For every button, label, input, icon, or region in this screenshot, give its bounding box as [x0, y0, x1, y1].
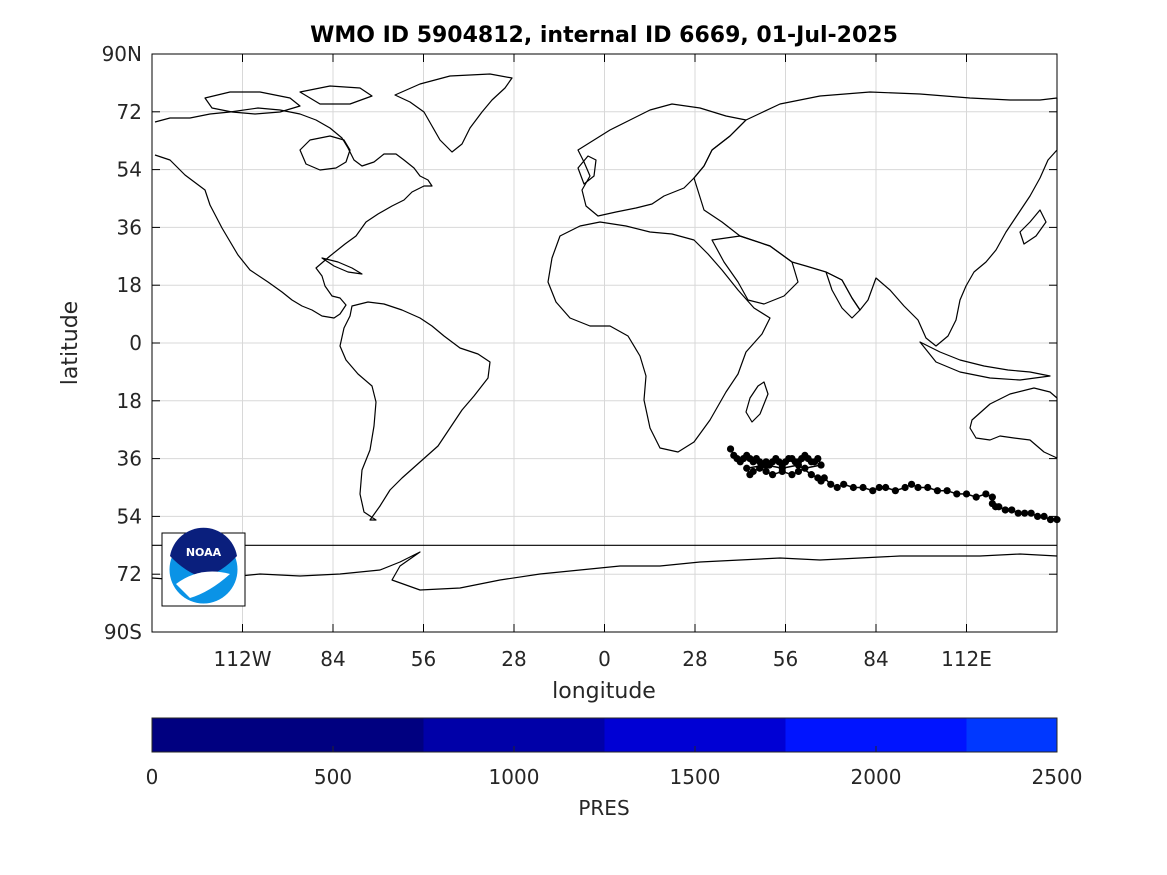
- indonesia-outline: [919, 341, 1051, 381]
- colorbar-tick-labels: 0 500 1000 1500 2000 2500: [146, 746, 1083, 789]
- north-america-outline: [154, 107, 433, 319]
- map-title: WMO ID 5904812, internal ID 6669, 01-Jul…: [310, 23, 898, 48]
- colorbar-tick-label: 2500: [1032, 765, 1083, 789]
- asia-outline: [693, 91, 1058, 347]
- y-tick-label: 72: [117, 100, 142, 124]
- y-tick-label: 18: [117, 389, 142, 413]
- x-tick-label: 0: [598, 647, 611, 671]
- uk-outline: [577, 155, 597, 185]
- colorbar-segments: [152, 718, 1057, 752]
- x-tick-label: 28: [682, 647, 707, 671]
- india-outline: [825, 271, 861, 319]
- float-track: [726, 445, 1061, 524]
- colorbar-frame: [151, 717, 1058, 753]
- x-tick-label: 84: [863, 647, 888, 671]
- grid-lines: [152, 53, 1057, 633]
- track-point: [762, 467, 770, 476]
- y-tick-label: 90S: [104, 620, 142, 644]
- x-tick-label: 84: [320, 647, 345, 671]
- y-tick-label: 90N: [102, 42, 142, 66]
- colorbar-tick-label: 2000: [851, 765, 902, 789]
- x-tick-labels: 112W 84 56 28 0 28 56 84 112E: [214, 54, 992, 671]
- x-tick-label: 112W: [214, 647, 272, 671]
- noaa-logo: NOAA: [161, 527, 246, 607]
- madagascar-outline: [745, 381, 769, 423]
- x-tick-label: 28: [501, 647, 526, 671]
- colorbar-segment: [152, 718, 424, 752]
- x-tick-label: 56: [773, 647, 798, 671]
- x-tick-label: 56: [411, 647, 436, 671]
- y-tick-label: 54: [117, 158, 142, 182]
- map-axes: NOAA 112W 84 56 28 0 28 56 84 112E 90N7254361801…: [102, 42, 1061, 671]
- noaa-logo-text: NOAA: [186, 546, 222, 559]
- africa-outline: [547, 221, 771, 453]
- japan-outline: [1019, 209, 1047, 245]
- colorbar-tick-label: 0: [146, 765, 159, 789]
- colorbar: 0 500 1000 1500 2000 2500 PRES: [146, 717, 1083, 820]
- y-tick-label: 72: [117, 562, 142, 586]
- colorbar-tick-label: 1000: [489, 765, 540, 789]
- track-point: [801, 464, 809, 472]
- colorbar-segment: [966, 718, 1057, 752]
- colorbar-tick-label: 500: [314, 765, 352, 789]
- x-tick-label: 112E: [941, 647, 992, 671]
- y-tick-label: 36: [117, 447, 142, 471]
- y-axis-label: latitude: [58, 301, 83, 385]
- greenland-outline: [394, 73, 513, 153]
- hudson-bay-outline: [299, 135, 351, 171]
- y-tick-label: 54: [117, 504, 142, 528]
- land-outlines: [151, 73, 1058, 591]
- x-axis-label: longitude: [552, 679, 656, 704]
- y-tick-labels: 90N 72 54 36 18 0 18 36 54 72 90S: [102, 42, 1057, 644]
- y-tick-label: 36: [117, 215, 142, 239]
- arctic-islands-outline: [204, 85, 373, 115]
- colorbar-tick-label: 1500: [670, 765, 721, 789]
- south-america-outline: [339, 301, 491, 521]
- cuba-outline: [321, 257, 363, 275]
- noaa-logo-wave: [176, 571, 230, 598]
- noaa-logo-dark-band: [170, 527, 237, 578]
- antarctica-outline: [151, 551, 1058, 591]
- australia-outline: [969, 387, 1058, 459]
- y-tick-label: 18: [117, 273, 142, 297]
- colorbar-label: PRES: [578, 796, 629, 820]
- y-tick-label: 0: [129, 331, 142, 355]
- track-point: [788, 471, 796, 479]
